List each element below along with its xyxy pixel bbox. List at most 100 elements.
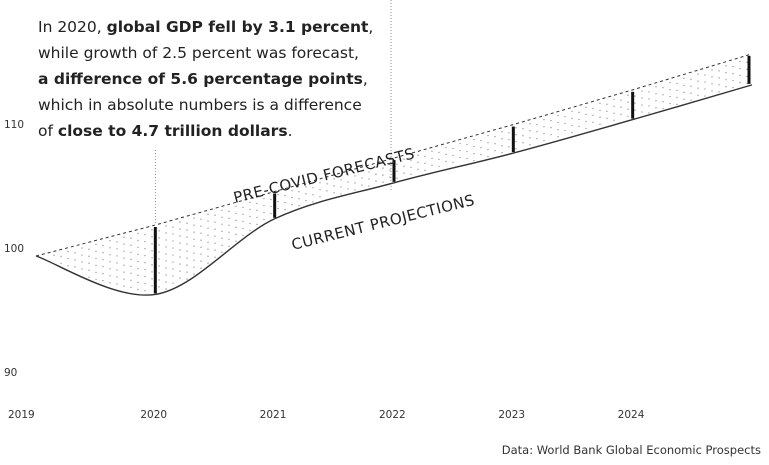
gap-dot <box>718 70 720 72</box>
gap-dot <box>130 286 132 289</box>
gap-dot <box>193 231 195 233</box>
gap-dot <box>340 186 342 188</box>
gap-dot <box>711 76 713 78</box>
gap-dot <box>648 105 650 107</box>
gap-dot <box>368 171 370 173</box>
gap-dot <box>662 107 664 110</box>
gap-dot <box>102 265 104 268</box>
gap-dot <box>459 156 461 159</box>
gap-dot <box>158 258 160 260</box>
gap-dot <box>67 264 69 267</box>
gap-dot <box>543 139 545 142</box>
gap-dot <box>459 142 461 145</box>
gap-dot <box>137 232 139 235</box>
gap-bars <box>153 55 751 294</box>
gap-dot <box>375 173 377 175</box>
gap-dot <box>228 245 230 248</box>
gap-dot <box>221 223 223 225</box>
gap-dot <box>88 248 90 250</box>
gap-dot <box>718 84 720 86</box>
gap-dot <box>179 221 181 223</box>
gap-dot <box>158 272 160 274</box>
gap-dot <box>193 266 195 268</box>
gap-dot <box>326 190 328 192</box>
gap-dot <box>613 112 615 114</box>
gap-dot <box>564 122 566 125</box>
gap-dot <box>396 177 398 179</box>
gap-dot <box>193 217 195 219</box>
gap-dot <box>165 225 167 227</box>
gap-dot <box>144 240 146 243</box>
gap-dot <box>613 119 615 121</box>
gap-dot <box>172 275 174 277</box>
current-projections-line <box>35 84 753 296</box>
gap-dot <box>74 252 76 254</box>
gap-dot <box>655 93 657 95</box>
gap-dot <box>417 154 419 157</box>
gap-dot <box>739 81 741 84</box>
gap-dot <box>739 67 741 70</box>
gap-dot <box>235 212 237 215</box>
gap-dot <box>543 118 545 121</box>
gap-dot <box>347 188 349 190</box>
gap-dot <box>683 98 685 101</box>
gap-dot <box>319 196 321 198</box>
gap-dot <box>305 193 307 195</box>
gap-dot <box>543 132 545 135</box>
gap-dot <box>431 164 433 167</box>
gap-dot <box>200 246 202 248</box>
gap-dot <box>711 69 713 71</box>
gap-dot <box>172 282 174 284</box>
gap-dot <box>284 208 286 211</box>
gap-dot <box>641 104 643 106</box>
gap-dot <box>186 264 188 266</box>
gap-dot <box>368 178 370 180</box>
gap-dot <box>158 230 160 232</box>
gap-dot <box>186 243 188 245</box>
gap-dot <box>144 247 146 250</box>
gap-dot <box>207 262 209 264</box>
gap-dot <box>725 72 727 74</box>
gap-dot <box>137 246 139 249</box>
gap-dot <box>452 147 454 150</box>
gap-dot <box>172 268 174 270</box>
gap-dot <box>158 244 160 246</box>
gap-dot <box>67 250 69 253</box>
gap-dot <box>466 157 468 160</box>
gap-dot <box>221 209 223 211</box>
gap-dot <box>95 257 97 260</box>
gap-dot <box>179 235 181 237</box>
gap-dot <box>130 251 132 254</box>
gap-dot <box>312 201 314 203</box>
gap-dot <box>347 174 349 176</box>
gap-dot <box>410 159 412 161</box>
gap-dot <box>403 165 405 167</box>
gap-dot <box>459 149 461 152</box>
gap-dot <box>389 169 391 171</box>
gap-dot <box>494 136 496 138</box>
gap-dot <box>123 264 125 266</box>
gap-dot <box>536 130 538 133</box>
y-tick-label: 90 <box>4 367 17 379</box>
gap-dot <box>95 250 97 253</box>
gap-dot <box>501 138 503 140</box>
gap-dot <box>249 229 251 232</box>
gap-dot <box>102 244 104 247</box>
annotation-segment: . <box>287 122 293 140</box>
gap-dot <box>214 242 216 244</box>
gap-dot <box>410 173 412 175</box>
gap-dot <box>263 211 265 214</box>
gap-dot <box>102 251 104 254</box>
gap-dot <box>508 139 510 141</box>
gap-dot <box>508 146 510 148</box>
gap-dot <box>172 247 174 249</box>
gap-dot <box>683 77 685 80</box>
gap-dot <box>81 254 83 256</box>
gap-dot <box>130 237 132 240</box>
gap-dot <box>641 111 643 113</box>
x-tick-label: 2019 <box>8 409 35 421</box>
gap-dot <box>207 234 209 236</box>
gap-dot <box>74 259 76 261</box>
gap-dot <box>634 102 636 104</box>
gap-dot <box>578 111 580 114</box>
